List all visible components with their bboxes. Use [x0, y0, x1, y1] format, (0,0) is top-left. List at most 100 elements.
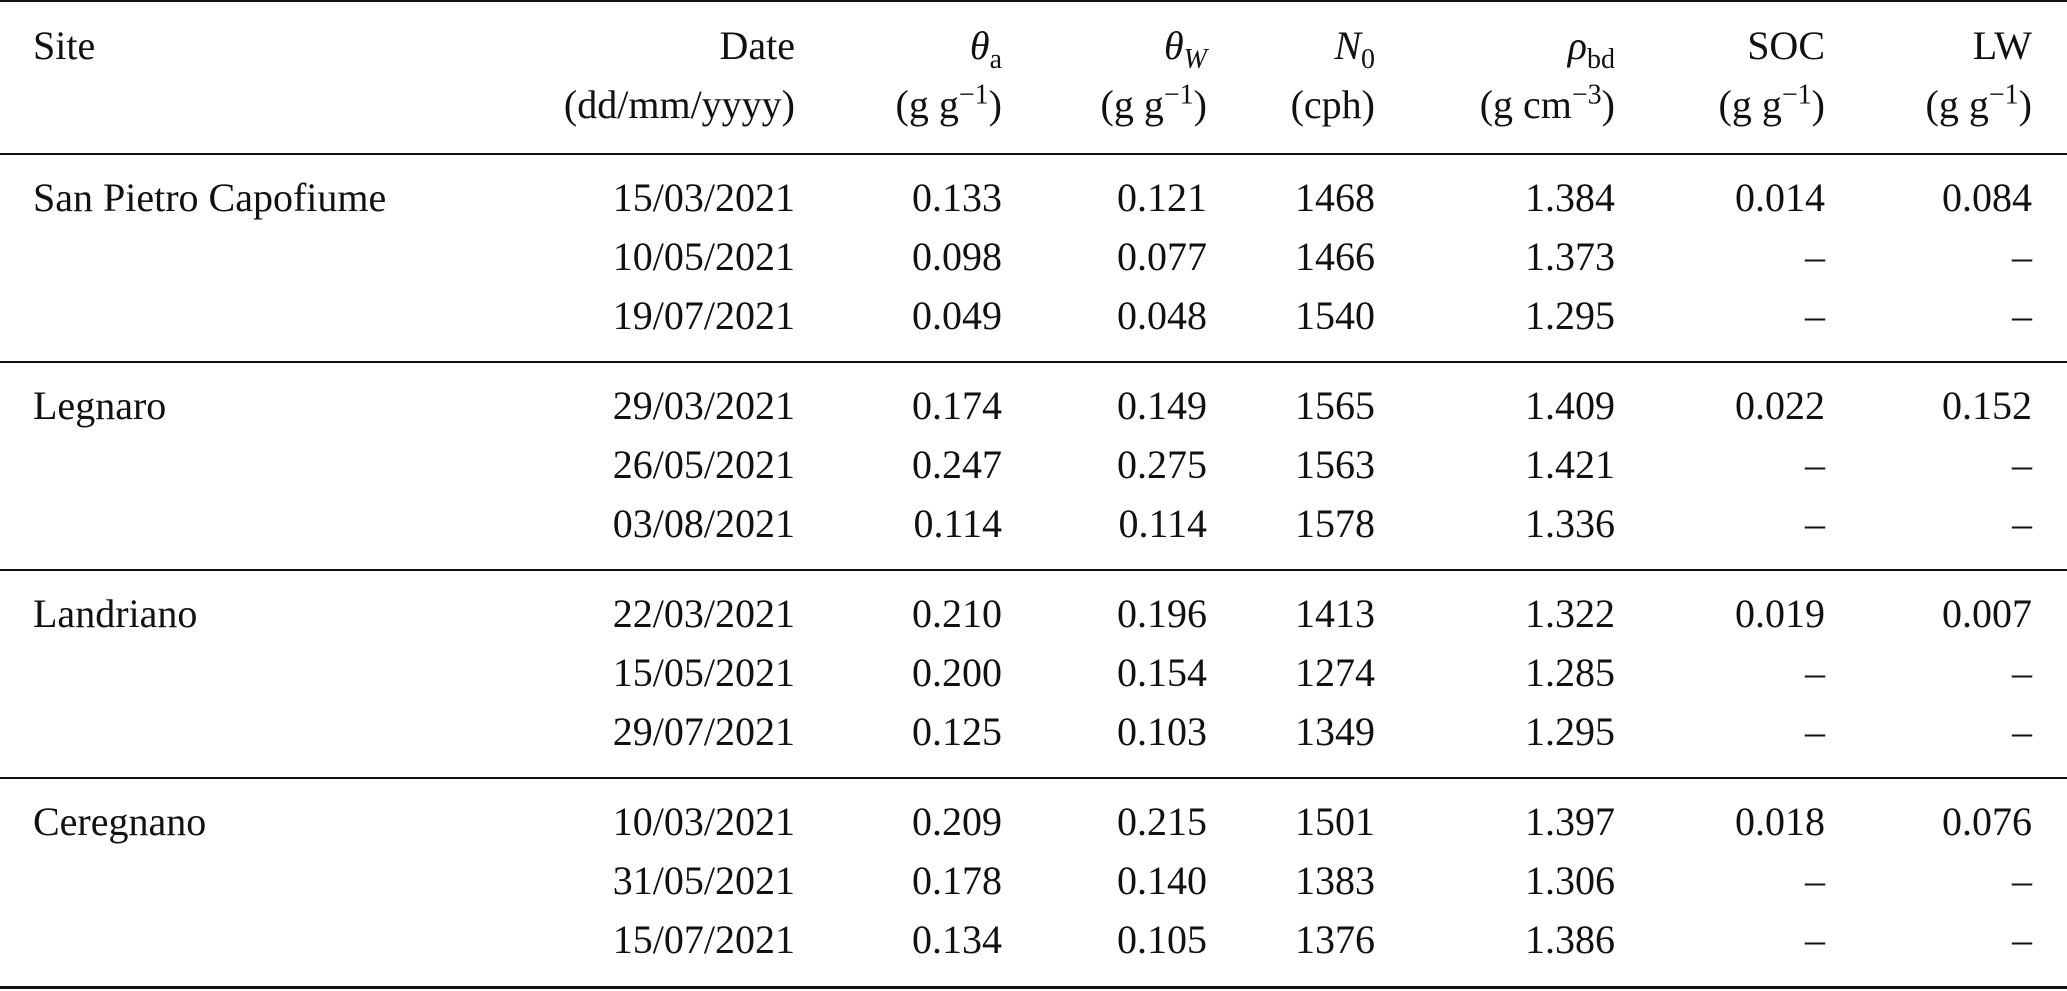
- cell-value: –: [2012, 858, 2032, 903]
- top-rule: [0, 0, 2067, 2]
- cell-value: –: [1805, 293, 1825, 338]
- header-name: SOC: [1747, 23, 1825, 68]
- header-subscript: bd: [1587, 44, 1615, 75]
- cell-value: 1563: [1295, 442, 1375, 487]
- column-unit: (g g−1): [1926, 80, 2032, 130]
- column-header: LW: [1973, 21, 2032, 71]
- unit-text: (g g: [1925, 82, 1989, 127]
- cell-value: 0.103: [1117, 709, 1207, 754]
- column-header: θW: [1164, 21, 1207, 74]
- unit-superscript: −1: [958, 79, 989, 111]
- site-name: Landriano: [33, 591, 198, 636]
- cell-value: 1.295: [1525, 709, 1615, 754]
- cell-value: 0.275: [1117, 442, 1207, 487]
- cell-value: 1413: [1295, 591, 1375, 636]
- cell-value: 0.018: [1735, 799, 1825, 844]
- cell-value: 15/05/2021: [612, 650, 795, 695]
- cell-value: 1.336: [1525, 501, 1615, 546]
- cell-value: 1.322: [1525, 591, 1615, 636]
- header-name: θ: [1164, 23, 1184, 68]
- column-unit: (g g−1): [1101, 80, 1207, 130]
- cell-value: 0.210: [912, 591, 1002, 636]
- cell-value: –: [1805, 709, 1825, 754]
- column-unit: (g g−1): [896, 80, 1002, 130]
- cell-value: 1274: [1295, 650, 1375, 695]
- site-name: Legnaro: [33, 383, 167, 428]
- unit-text: ): [988, 82, 1002, 127]
- cell-value: 1.384: [1525, 175, 1615, 220]
- header-rule: [0, 153, 2067, 155]
- unit-text: ): [2018, 82, 2032, 127]
- cell-value: 26/05/2021: [612, 442, 795, 487]
- cell-value: 0.149: [1117, 383, 1207, 428]
- cell-value: 29/07/2021: [612, 709, 795, 754]
- cell-value: –: [2012, 234, 2032, 279]
- cell-value: 1.421: [1525, 442, 1615, 487]
- cell-value: 15/07/2021: [612, 917, 795, 962]
- unit-text: (dd/mm/yyyy): [563, 82, 795, 127]
- header-name: ρ: [1567, 23, 1587, 68]
- header-subscript: 0: [1361, 44, 1375, 75]
- cell-value: 0.048: [1117, 293, 1207, 338]
- cell-value: 0.077: [1117, 234, 1207, 279]
- cell-value: 0.133: [912, 175, 1002, 220]
- cell-value: 0.134: [912, 917, 1002, 962]
- cell-value: –: [1805, 442, 1825, 487]
- site-name: Ceregnano: [33, 799, 207, 844]
- cell-value: 0.215: [1117, 799, 1207, 844]
- cell-value: 03/08/2021: [612, 501, 795, 546]
- cell-value: –: [1805, 858, 1825, 903]
- unit-superscript: −3: [1571, 79, 1602, 111]
- unit-superscript: −1: [1781, 79, 1812, 111]
- cell-value: –: [1805, 501, 1825, 546]
- cell-value: 0.178: [912, 858, 1002, 903]
- cell-value: 0.014: [1735, 175, 1825, 220]
- cell-value: 1.397: [1525, 799, 1615, 844]
- cell-value: –: [1805, 917, 1825, 962]
- cell-value: –: [2012, 293, 2032, 338]
- cell-value: 1.386: [1525, 917, 1615, 962]
- cell-value: 1.409: [1525, 383, 1615, 428]
- unit-text: (cph): [1290, 82, 1375, 127]
- unit-superscript: −1: [1163, 79, 1194, 111]
- cell-value: 29/03/2021: [612, 383, 795, 428]
- cell-value: 1383: [1295, 858, 1375, 903]
- column-unit: (g cm−3): [1480, 80, 1615, 130]
- column-header: SOC: [1747, 21, 1825, 71]
- cell-value: 22/03/2021: [612, 591, 795, 636]
- cell-value: 0.247: [912, 442, 1002, 487]
- cell-value: 1.295: [1525, 293, 1615, 338]
- unit-text: (g g: [1100, 82, 1164, 127]
- unit-text: (g cm: [1479, 82, 1572, 127]
- cell-value: –: [2012, 917, 2032, 962]
- cell-value: 0.125: [912, 709, 1002, 754]
- cell-value: 1376: [1295, 917, 1375, 962]
- unit-text: ): [1601, 82, 1615, 127]
- cell-value: 0.114: [913, 501, 1002, 546]
- cell-value: –: [2012, 442, 2032, 487]
- cell-value: –: [2012, 650, 2032, 695]
- cell-value: 0.049: [912, 293, 1002, 338]
- cell-value: 1540: [1295, 293, 1375, 338]
- column-unit: (dd/mm/yyyy): [564, 80, 795, 130]
- cell-value: 0.114: [1118, 501, 1207, 546]
- column-header: Site: [33, 21, 95, 71]
- cell-value: 0.140: [1117, 858, 1207, 903]
- column-header: ρbd: [1567, 21, 1615, 74]
- column-unit: (g g−1): [1719, 80, 1825, 130]
- group-rule: [0, 361, 2067, 363]
- cell-value: 0.174: [912, 383, 1002, 428]
- cell-value: 19/07/2021: [612, 293, 795, 338]
- column-header: N0: [1334, 21, 1375, 74]
- cell-value: 10/05/2021: [612, 234, 795, 279]
- cell-value: –: [1805, 650, 1825, 695]
- cell-value: –: [2012, 501, 2032, 546]
- header-subscript: a: [989, 44, 1002, 75]
- cell-value: 0.084: [1942, 175, 2032, 220]
- column-unit: (cph): [1291, 80, 1375, 130]
- cell-value: 0.121: [1117, 175, 1207, 220]
- cell-value: 1578: [1295, 501, 1375, 546]
- header-name: θ: [969, 23, 990, 68]
- group-rule: [0, 777, 2067, 779]
